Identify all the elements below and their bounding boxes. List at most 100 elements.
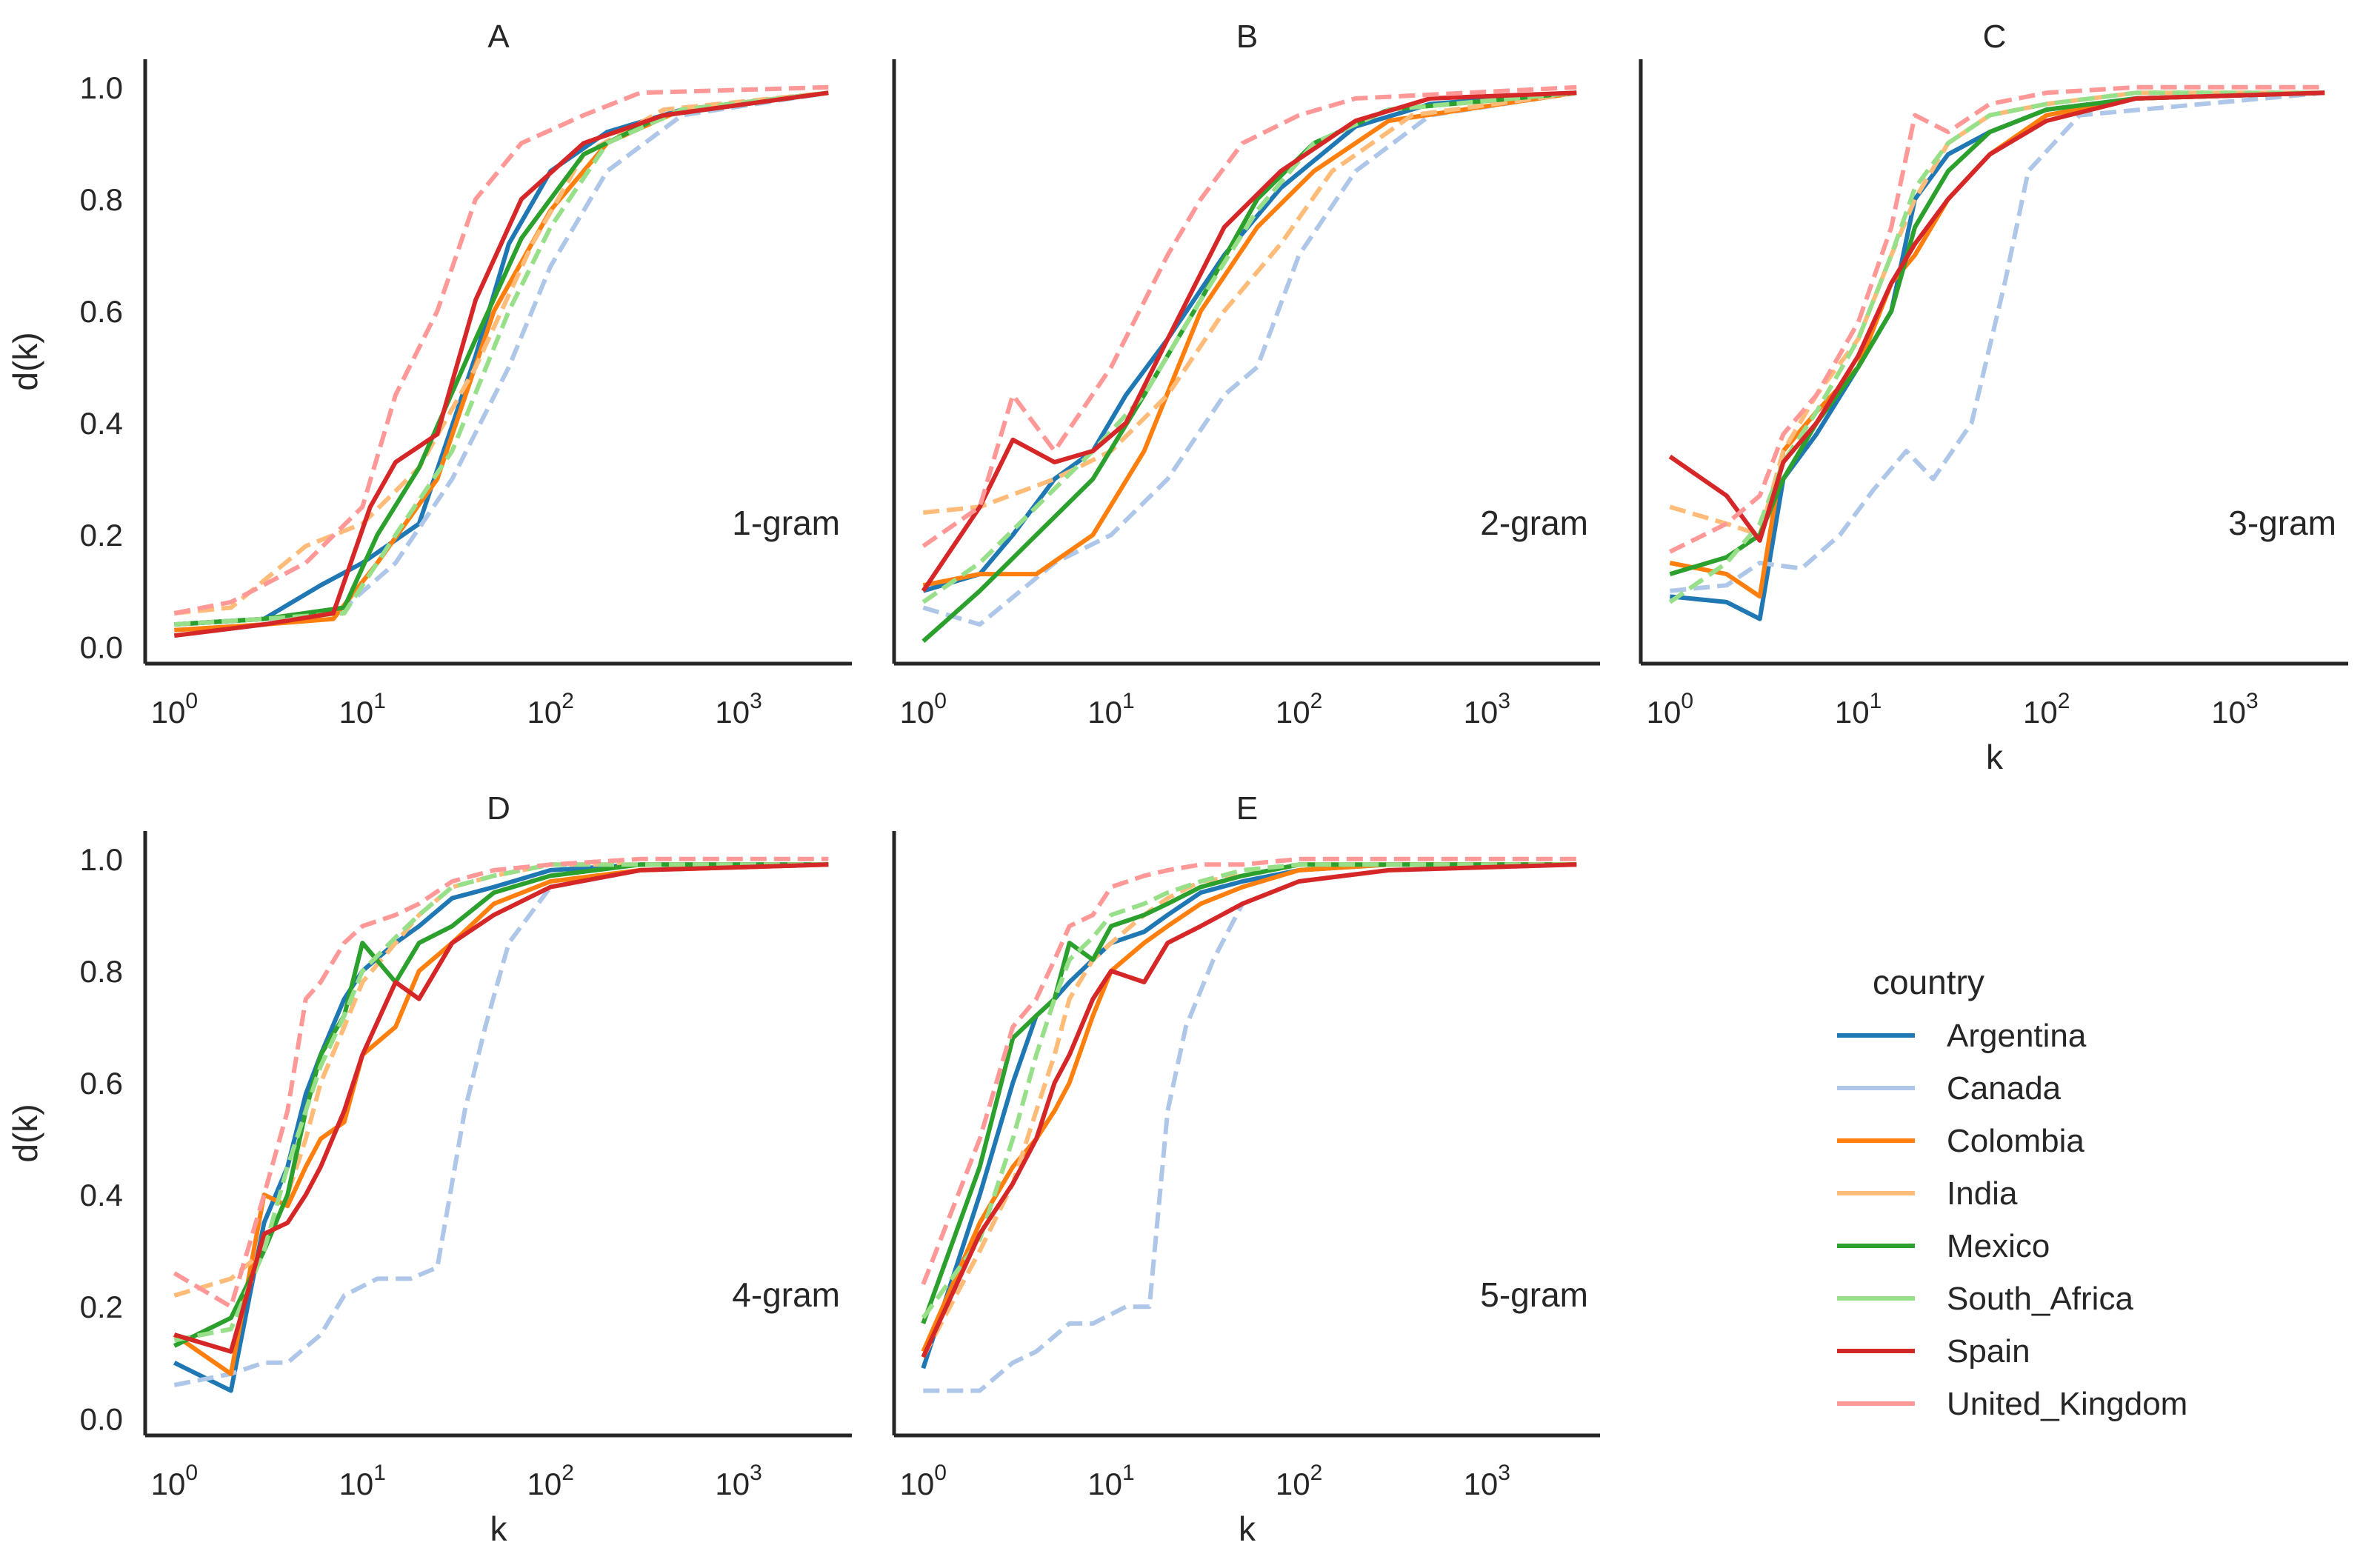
series-line-canada — [923, 862, 1577, 1393]
y-axis-label: d(k) — [6, 1104, 44, 1162]
x-tick-exponent: 2 — [561, 1461, 574, 1485]
series-line-united-kingdom — [921, 856, 1577, 1286]
x-tick-label: 103 — [1464, 1461, 1510, 1501]
x-tick-exponent: 3 — [1498, 689, 1510, 713]
x-tick-label: 101 — [1087, 1461, 1134, 1501]
series-line-mexico — [174, 90, 829, 627]
x-tick-label: 103 — [2211, 689, 2258, 730]
x-tick-exponent: 0 — [185, 689, 198, 713]
x-tick-base: 10 — [339, 695, 374, 730]
panel-title: A — [487, 19, 510, 55]
legend-label: Canada — [1947, 1070, 2062, 1107]
series-group — [921, 856, 1577, 1393]
x-tick-label: 102 — [527, 689, 573, 730]
series-line-argentina — [922, 90, 1577, 593]
x-tick-label: 103 — [1464, 689, 1510, 730]
x-tick-base: 10 — [900, 1467, 935, 1501]
series-line-india — [923, 90, 1577, 515]
panel-title: C — [1983, 19, 2007, 55]
x-tick-exponent: 2 — [561, 689, 574, 713]
y-tick-label: 0.2 — [80, 518, 123, 553]
series-line-canada — [173, 862, 829, 1387]
x-tick-exponent: 2 — [2058, 689, 2070, 713]
x-tick-exponent: 0 — [185, 1461, 198, 1485]
x-tick-base: 10 — [2023, 695, 2058, 730]
x-tick-exponent: 0 — [1681, 689, 1693, 713]
series-line-south-africa — [1668, 90, 2325, 604]
series-line-argentina — [174, 90, 829, 627]
x-tick-label: 100 — [151, 689, 198, 730]
x-tick-exponent: 1 — [1122, 689, 1135, 713]
x-tick-label: 100 — [900, 1461, 947, 1501]
series-line-colombia — [922, 90, 1577, 588]
series-line-canada — [174, 90, 829, 633]
x-tick-exponent: 2 — [1310, 689, 1323, 713]
panel-title: B — [1236, 19, 1258, 55]
x-tick-label: 101 — [1835, 689, 1882, 730]
series-line-south-africa — [173, 862, 829, 1343]
x-tick-label: 103 — [715, 689, 761, 730]
x-tick-label: 102 — [527, 1461, 573, 1501]
series-line-united-kingdom — [1669, 84, 2325, 554]
series-line-spain — [1668, 90, 2325, 543]
legend-label: India — [1947, 1175, 2018, 1212]
x-tick-base: 10 — [1464, 1467, 1499, 1501]
x-tick-exponent: 1 — [373, 1461, 386, 1485]
x-tick-base: 10 — [900, 695, 935, 730]
x-axis-label: k — [490, 1509, 508, 1548]
series-line-colombia — [1669, 90, 2325, 599]
series-line-mexico — [921, 90, 1577, 644]
legend: country Argentina Canada Colombia India Mexic… — [1837, 963, 2187, 1422]
series-line-colombia — [173, 862, 829, 1376]
y-tick-label: 0.2 — [80, 1290, 123, 1324]
x-tick-exponent: 2 — [1310, 1461, 1323, 1485]
ngram-annotation: 5-gram — [1480, 1275, 1588, 1314]
x-tick-exponent: 3 — [1498, 1461, 1510, 1485]
ngram-annotation: 1-gram — [732, 504, 840, 542]
y-tick-label: 1.0 — [80, 842, 123, 877]
series-line-spain — [173, 90, 829, 638]
x-axis-label: k — [1239, 1509, 1256, 1548]
x-tick-exponent: 3 — [2246, 689, 2259, 713]
x-tick-base: 10 — [527, 1467, 561, 1501]
legend-label: United_Kingdom — [1947, 1386, 2187, 1422]
y-tick-label: 0.6 — [80, 1066, 123, 1101]
x-tick-base: 10 — [1835, 695, 1870, 730]
x-tick-exponent: 0 — [934, 1461, 947, 1485]
series-line-south-africa — [174, 90, 829, 627]
series-line-mexico — [173, 862, 829, 1348]
ngram-annotation: 3-gram — [2228, 504, 2336, 542]
y-tick-label: 0.4 — [80, 406, 123, 441]
series-line-india — [1669, 90, 2325, 538]
series-line-united-kingdom — [173, 856, 829, 1310]
series-line-south-africa — [921, 862, 1577, 1320]
series-line-colombia — [921, 862, 1577, 1352]
legend-label: Spain — [1947, 1333, 2030, 1370]
series-line-spain — [921, 90, 1577, 593]
legend-label: Argentina — [1947, 1018, 2087, 1054]
panel-title: D — [487, 790, 510, 827]
y-tick-label: 0.0 — [80, 630, 123, 664]
x-tick-base: 10 — [1464, 695, 1499, 730]
x-tick-exponent: 0 — [934, 689, 947, 713]
x-axis-label: k — [1986, 738, 2004, 776]
x-tick-base: 10 — [1087, 1467, 1122, 1501]
x-tick-label: 101 — [1087, 689, 1134, 730]
x-tick-label: 100 — [1647, 689, 1693, 730]
series-group — [1668, 84, 2325, 621]
x-tick-exponent: 3 — [750, 1461, 762, 1485]
series-line-spain — [921, 862, 1577, 1358]
y-tick-label: 0.8 — [80, 182, 123, 217]
series-group — [173, 856, 829, 1393]
series-group — [921, 84, 1577, 644]
x-tick-exponent: 1 — [373, 689, 386, 713]
x-tick-base: 10 — [2211, 695, 2246, 730]
x-tick-base: 10 — [1087, 695, 1122, 730]
x-tick-exponent: 3 — [750, 689, 762, 713]
x-tick-base: 10 — [151, 695, 186, 730]
x-tick-label: 102 — [1276, 1461, 1322, 1501]
